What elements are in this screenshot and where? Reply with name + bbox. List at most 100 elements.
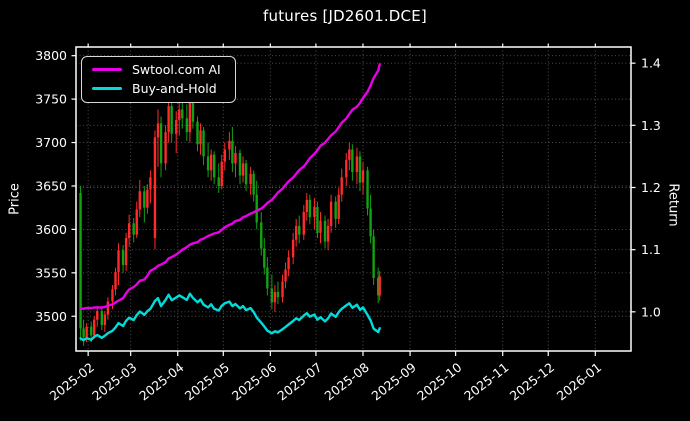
x-tick-label: 2025-09 xyxy=(369,360,419,404)
candle-body xyxy=(188,100,192,133)
legend-label-buyhold: Buy-and-Hold xyxy=(132,81,217,96)
price-tick-label: 3700 xyxy=(35,135,67,150)
tick-marks xyxy=(71,43,636,356)
candle-body xyxy=(185,118,189,133)
x-tick-label: 2025-05 xyxy=(182,360,232,404)
candle-body xyxy=(196,121,199,145)
candle-body xyxy=(249,173,252,185)
candle-body xyxy=(181,109,184,119)
candle-body xyxy=(117,250,120,272)
x-tick-label: 2025-07 xyxy=(274,360,324,404)
candle-body xyxy=(206,156,210,171)
candle-body xyxy=(252,173,255,195)
candle-body xyxy=(241,163,245,176)
candle-body xyxy=(376,278,380,296)
candle-body xyxy=(100,311,104,325)
candle-body xyxy=(361,170,365,183)
candle-body xyxy=(153,137,157,239)
candle-body xyxy=(319,220,322,233)
candle-body xyxy=(127,223,131,239)
candle-body xyxy=(93,319,96,336)
ai-line-swatch-icon xyxy=(92,67,122,72)
candle-body xyxy=(228,140,231,150)
candle-body xyxy=(159,123,163,164)
candle-body xyxy=(114,271,117,290)
x-tick-label: 2025-11 xyxy=(461,360,511,404)
candle-body xyxy=(223,149,227,162)
ai-return-line xyxy=(79,63,381,310)
candle-body xyxy=(199,130,202,145)
candle-body xyxy=(308,199,312,218)
legend-label-ai: Swtool.com AI xyxy=(132,62,221,77)
candle-body xyxy=(263,248,266,268)
candle-body xyxy=(287,257,290,270)
candle-body xyxy=(135,209,138,235)
candle-body xyxy=(212,154,216,178)
candle-body xyxy=(378,276,381,296)
candle-body xyxy=(191,100,195,122)
candle-body xyxy=(298,225,301,235)
candle-body xyxy=(124,238,128,266)
candle-body xyxy=(358,156,362,183)
x-tick-label: 2026-01 xyxy=(554,360,604,404)
candlestick-series xyxy=(79,90,381,346)
candle-body xyxy=(175,119,178,134)
candle-body xyxy=(244,163,248,185)
x-tick-label: 2025-02 xyxy=(47,360,97,404)
candle-body xyxy=(260,222,263,249)
candle-body xyxy=(217,177,220,186)
x-tick-label: 2025-04 xyxy=(136,360,186,404)
chart-title: futures [JD2601.DCE] xyxy=(263,7,427,25)
candle-body xyxy=(366,170,369,209)
candle-body xyxy=(337,194,340,219)
candle-body xyxy=(85,326,88,338)
candle-body xyxy=(273,291,277,303)
candle-body xyxy=(238,152,242,176)
price-tick-label: 3800 xyxy=(35,48,67,63)
candle-body xyxy=(220,161,223,186)
candle-body xyxy=(369,208,372,237)
buyhold-return-line xyxy=(79,292,381,342)
candle-body xyxy=(291,239,295,258)
candle-body xyxy=(202,130,205,157)
candle-body xyxy=(270,288,274,303)
x-tick-label: 2025-06 xyxy=(229,360,279,404)
candle-body xyxy=(170,106,173,134)
x-tick-label: 2025-12 xyxy=(507,360,557,404)
candle-body xyxy=(103,314,107,325)
price-tick-label: 3750 xyxy=(35,92,67,107)
candle-body xyxy=(355,156,359,173)
candle-body xyxy=(294,225,298,240)
price-tick-label: 3500 xyxy=(35,309,67,324)
legend: Swtool.com AI Buy-and-Hold xyxy=(81,56,236,103)
candle-body xyxy=(345,159,348,178)
candle-body xyxy=(326,225,330,242)
candle-body xyxy=(305,199,309,213)
candle-body xyxy=(146,189,149,208)
candle-body xyxy=(138,191,141,210)
candle-body xyxy=(313,206,316,218)
legend-item-buyhold: Buy-and-Hold xyxy=(92,81,221,96)
candle-body xyxy=(231,140,234,164)
return-tick-label: 1.4 xyxy=(641,56,661,71)
return-tick-label: 1.0 xyxy=(641,304,661,319)
candle-body xyxy=(209,154,213,171)
candle-body xyxy=(89,326,93,336)
candle-body xyxy=(143,191,146,208)
buyhold-line-swatch-icon xyxy=(92,86,122,91)
candle-body xyxy=(178,109,181,120)
candle-body xyxy=(281,281,284,298)
plot-border xyxy=(75,46,632,352)
candle-body xyxy=(266,267,269,289)
legend-item-ai: Swtool.com AI xyxy=(92,62,221,77)
candle-body xyxy=(372,236,375,279)
candle-body xyxy=(164,132,167,164)
candle-body xyxy=(111,289,114,302)
candle-body xyxy=(276,291,280,298)
candle-body xyxy=(302,212,305,235)
candle-body xyxy=(167,106,170,133)
candle-body xyxy=(351,149,354,173)
candle-body xyxy=(106,301,110,315)
candle-body xyxy=(234,152,237,164)
